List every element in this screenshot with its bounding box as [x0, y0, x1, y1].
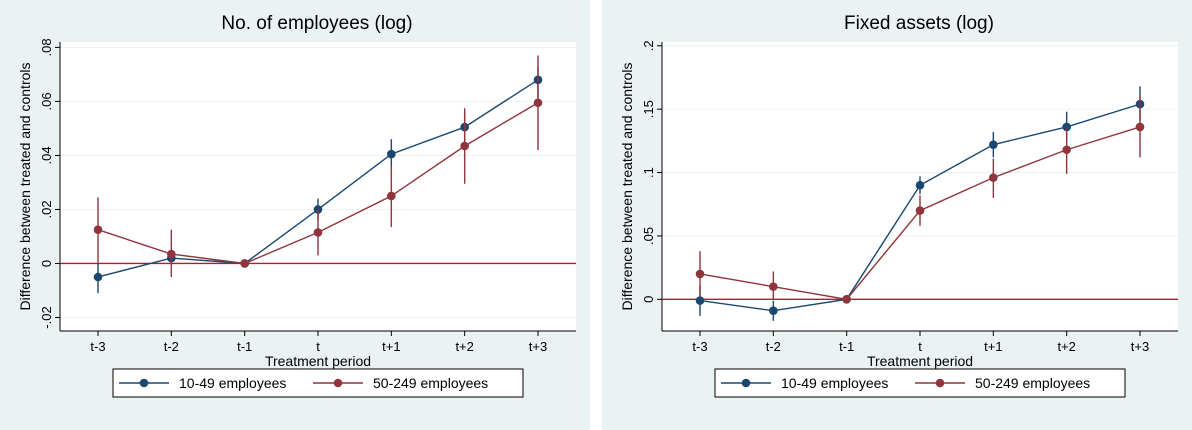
- y-tick-label: .05: [641, 227, 656, 245]
- legend-label: 50-249 employees: [373, 375, 488, 391]
- data-point: [93, 225, 103, 235]
- y-axis-title: Difference between treated and controls: [619, 62, 635, 310]
- x-axis-title: Treatment period: [265, 353, 371, 369]
- legend-label: 10-49 employees: [179, 375, 286, 391]
- data-point: [533, 98, 543, 108]
- legend-marker: [333, 378, 343, 388]
- data-point: [769, 306, 778, 316]
- x-tick-label: t+1: [382, 339, 400, 354]
- x-tick-label: t-1: [839, 339, 854, 354]
- legend-label: 50-249 employees: [975, 375, 1090, 391]
- legend-marker: [139, 378, 149, 388]
- x-tick-label: t+3: [1131, 339, 1149, 354]
- data-point: [842, 295, 851, 304]
- data-point: [695, 296, 705, 305]
- x-tick-label: t+2: [455, 339, 473, 354]
- legend-marker: [935, 378, 945, 388]
- chart-employees: No. of employees (log) -.02 0 .02 .04 .06 .08 t…: [17, 13, 576, 398]
- data-point: [1062, 122, 1071, 132]
- x-tick-label: t: [316, 339, 320, 354]
- y-tick-label: .06: [39, 92, 54, 110]
- data-point: [989, 140, 998, 149]
- data-point: [93, 272, 103, 282]
- data-point: [313, 228, 323, 237]
- y-axis-title: Difference between treated and controls: [17, 62, 33, 310]
- y-tick-label: 0: [641, 296, 656, 303]
- x-tick-label: t: [918, 339, 922, 354]
- y-tick-label: .2: [641, 40, 656, 51]
- legend-marker: [741, 378, 751, 388]
- y-tick-label: .02: [39, 200, 54, 218]
- y-tick-label: .15: [641, 100, 656, 118]
- data-point: [769, 282, 778, 291]
- chart-title: Fixed assets (log): [844, 13, 994, 34]
- legend-label: 10-49 employees: [781, 375, 888, 391]
- x-tick-label: t-3: [692, 339, 707, 354]
- y-tick-label: .08: [39, 38, 54, 56]
- data-point: [240, 259, 249, 268]
- chart-title: No. of employees (log): [221, 13, 412, 34]
- data-point: [167, 249, 176, 259]
- plot-area: [60, 42, 576, 331]
- chart-panel-employees: No. of employees (log) -.02 0 .02 .04 .06 .08 t…: [0, 0, 590, 430]
- data-point: [915, 206, 925, 215]
- x-axis-title: Treatment period: [867, 353, 973, 369]
- x-tick-label: t+3: [529, 339, 547, 354]
- data-point: [695, 269, 705, 279]
- x-tick-label: t-3: [90, 339, 105, 354]
- data-point: [460, 141, 469, 151]
- y-tick-label: 0: [39, 260, 54, 267]
- x-tick-label: t-1: [237, 339, 252, 354]
- data-point: [1135, 122, 1145, 132]
- chart-panel-fixed-assets: Fixed assets (log) 0 .05 .1 .15 .2 t-3 t-2 t-1 t t…: [602, 0, 1192, 430]
- x-tick-label: t-2: [766, 339, 781, 354]
- x-tick-label: t-2: [164, 339, 179, 354]
- data-point: [387, 149, 396, 159]
- x-tick-label: t+2: [1057, 339, 1075, 354]
- y-tick-label: .04: [39, 146, 54, 164]
- x-tick-label: t+1: [984, 339, 1002, 354]
- data-point: [989, 173, 998, 182]
- chart-fixed-assets: Fixed assets (log) 0 .05 .1 .15 .2 t-3 t-2 t-1 t t…: [619, 13, 1178, 398]
- data-point: [1062, 145, 1071, 155]
- data-point: [915, 180, 925, 190]
- data-point: [387, 191, 396, 201]
- y-tick-label: .1: [641, 167, 656, 178]
- y-tick-label: -.02: [39, 306, 54, 328]
